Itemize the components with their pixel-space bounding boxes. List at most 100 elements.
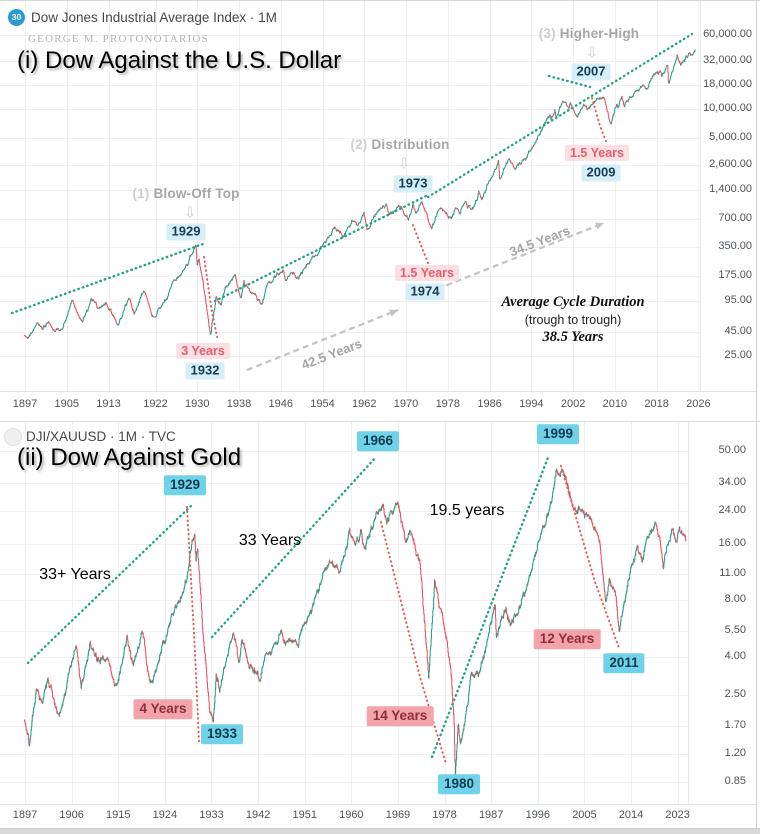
price-tick-label: 25.00	[724, 349, 752, 362]
price-tick-label: 50.00	[718, 444, 746, 457]
duration-label: 12 Years	[533, 629, 601, 649]
time-tick-label: 1951	[292, 809, 317, 821]
cycle-note: Average Cycle Duration (trough to trough…	[501, 293, 644, 347]
price-tick-label: 8.00	[724, 593, 746, 606]
price-tick-label: 45.00	[724, 324, 752, 337]
time-tick-label: 2014	[618, 809, 644, 821]
price-chart-canvas-bottom[interactable]	[0, 422, 760, 834]
time-tick-label: 2002	[560, 398, 586, 410]
phase-label: (2) Distribution	[350, 137, 450, 153]
year-label: 1933	[200, 724, 244, 744]
price-tick-label: 32,000.00	[703, 54, 752, 66]
time-tick-label: 1986	[477, 398, 502, 410]
price-tick-label: 1,400.00	[709, 183, 752, 196]
time-tick-label: 1970	[393, 398, 419, 410]
year-label: 1929	[163, 475, 207, 495]
time-tick-label: 1962	[352, 398, 377, 410]
price-chart-canvas-top[interactable]	[0, 1, 760, 422]
price-tick-label: 18,000.00	[703, 77, 752, 90]
time-tick-label: 2005	[572, 809, 597, 821]
bottom-strip	[0, 828, 760, 834]
right-border	[756, 1, 757, 422]
price-tick-label: 4.00	[724, 649, 746, 662]
time-tick-label: 1954	[310, 398, 335, 410]
time-tick-label: 1960	[339, 809, 364, 821]
year-label: 1966	[356, 431, 400, 451]
price-tick-label: 16.00	[718, 537, 746, 549]
year-label: 1973	[393, 175, 433, 193]
time-tick-label: 1913	[96, 398, 121, 410]
duration-label: 19.5 years	[429, 501, 505, 519]
price-tick-label: 24.00	[718, 504, 746, 517]
duration-label: 1.5 Years	[395, 264, 459, 282]
publisher-logo	[4, 428, 22, 446]
cycle-note-line3: 38.5 Years	[542, 329, 604, 346]
chart-dow-usd: 30 Dow Jones Industrial Average Index · …	[0, 0, 760, 422]
price-tick-label: 95.00	[724, 294, 752, 307]
time-tick-label: 1996	[525, 809, 551, 821]
year-label: 1980	[437, 774, 481, 794]
duration-label: 1.5 Years	[565, 144, 629, 162]
time-tick-label: 1924	[152, 809, 178, 821]
year-label: 1932	[185, 362, 225, 380]
time-tick-label: 1933	[199, 809, 224, 821]
duration-label: 4 Years	[133, 699, 193, 719]
duration-label: 3 Years	[176, 342, 230, 360]
year-label: 2007	[571, 63, 611, 81]
chart-title-gold: (ii) Dow Against Gold	[17, 444, 242, 471]
year-label: 1999	[536, 424, 580, 444]
price-tick-label: 0.85	[724, 775, 746, 788]
right-border	[756, 422, 757, 834]
price-tick-label: 700.00	[718, 211, 752, 224]
price-tick-label: 2,600.00	[709, 157, 752, 170]
cycle-span-label: 34.5 Years	[507, 222, 572, 260]
chart-title-dollar: (i) Dow Against the U.S. Dollar	[17, 47, 342, 74]
time-tick-label: 2026	[686, 398, 711, 410]
down-arrow-icon: ⇩	[183, 204, 197, 222]
year-label: 2009	[581, 164, 621, 182]
time-tick-label: 1930	[185, 398, 210, 410]
price-tick-label: 2.50	[724, 687, 746, 700]
time-tick-label: 1987	[478, 809, 504, 821]
price-scale-divider	[700, 1, 701, 391]
time-tick-label: 1942	[245, 809, 271, 821]
year-label: 2011	[603, 653, 645, 673]
symbol-title[interactable]: Dow Jones Industrial Average Index · 1M	[31, 10, 277, 25]
time-tick-label: 1946	[268, 398, 293, 410]
time-tick-label: 1978	[435, 398, 461, 410]
time-tick-label: 1906	[59, 809, 84, 821]
down-arrow-icon: ⇩	[397, 155, 411, 173]
cycle-span-label: 42.5 Years	[299, 335, 364, 373]
time-tick-label: 1915	[105, 809, 131, 821]
time-tick-label: 1897	[12, 398, 38, 410]
price-tick-label: 34.00	[718, 475, 746, 488]
time-tick-label: 1994	[519, 398, 544, 410]
ideas-count-badge: 30	[8, 9, 25, 26]
price-tick-label: 350.00	[718, 240, 752, 253]
time-axis-divider	[0, 391, 757, 392]
time-tick-label: 2023	[665, 809, 690, 821]
phase-label: (3) Higher-High	[538, 26, 640, 42]
time-tick-label: 2018	[644, 398, 669, 410]
time-axis-divider	[0, 804, 757, 805]
author-byline: GEORGE M. PROTONOTARIOS	[28, 33, 209, 45]
price-tick-label: 11.00	[719, 567, 746, 580]
price-tick-label: 175.00	[718, 268, 752, 281]
time-tick-label: 1978	[432, 809, 457, 821]
price-tick-label: 1.20	[724, 747, 746, 760]
time-tick-label: 1938	[226, 398, 252, 410]
time-tick-label: 1969	[385, 809, 411, 821]
time-tick-label: 1922	[143, 398, 168, 410]
time-tick-label: 1905	[54, 398, 79, 410]
price-scale-divider	[688, 422, 689, 804]
cycle-note-line1: Average Cycle Duration	[501, 294, 645, 310]
time-tick-label: 2010	[602, 398, 628, 410]
year-label: 1929	[166, 223, 206, 241]
duration-label: 14 Years	[366, 706, 434, 726]
cycle-note-line2: (trough to trough)	[524, 312, 622, 327]
symbol-title[interactable]: DJI/XAUUSD · 1M · TVC	[26, 429, 176, 444]
duration-label: 33 Years	[238, 531, 302, 549]
price-tick-label: 10,000.00	[703, 102, 752, 114]
time-tick-label: 1897	[12, 809, 38, 821]
